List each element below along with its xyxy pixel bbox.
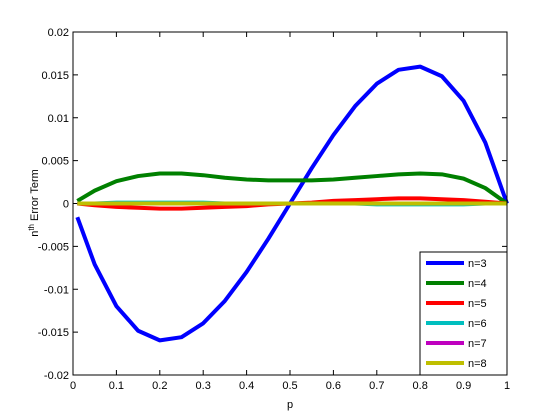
y-tick-label: 0.015	[41, 70, 69, 82]
legend-label: n=8	[468, 358, 487, 370]
y-label-sup: th	[27, 224, 36, 231]
y-tick-label: -0.01	[44, 284, 69, 296]
x-tick-label: 0.2	[152, 380, 167, 392]
y-label-n: n	[29, 231, 41, 237]
x-tick-label: 0.4	[239, 380, 254, 392]
x-tick-label: 0.5	[282, 380, 297, 392]
legend-label: n=5	[468, 298, 487, 310]
x-tick-label: 1	[504, 380, 510, 392]
y-tick-label: -0.005	[38, 241, 69, 253]
y-tick-label: 0	[63, 199, 69, 211]
series-line	[76, 171, 509, 206]
x-tick-label: 0.1	[109, 380, 124, 392]
legend-box	[419, 251, 508, 376]
axes-box	[72, 31, 508, 376]
y-tick-label: 0.02	[48, 27, 69, 39]
x-tick-label: 0.6	[326, 380, 341, 392]
y-tick-label: 0.005	[41, 156, 69, 168]
legend-label: n=7	[468, 338, 487, 350]
x-tick-label: 0.9	[456, 380, 471, 392]
x-axis-label: p	[287, 399, 293, 411]
y-tick-label: 0.01	[48, 113, 69, 125]
y-tick-label: -0.02	[44, 370, 69, 382]
x-tick-label: 0.3	[196, 380, 211, 392]
x-tick-label: 0	[70, 380, 76, 392]
legend-label: n=6	[468, 318, 487, 330]
legend-label: n=4	[468, 278, 487, 290]
y-tick-label: -0.015	[38, 327, 69, 339]
x-tick-label: 0.8	[413, 380, 428, 392]
y-label-rest: Error Term	[29, 169, 41, 224]
y-axis-label: nth Error Term	[27, 169, 41, 237]
x-tick-label: 0.7	[369, 380, 384, 392]
legend-label: n=3	[468, 258, 487, 270]
